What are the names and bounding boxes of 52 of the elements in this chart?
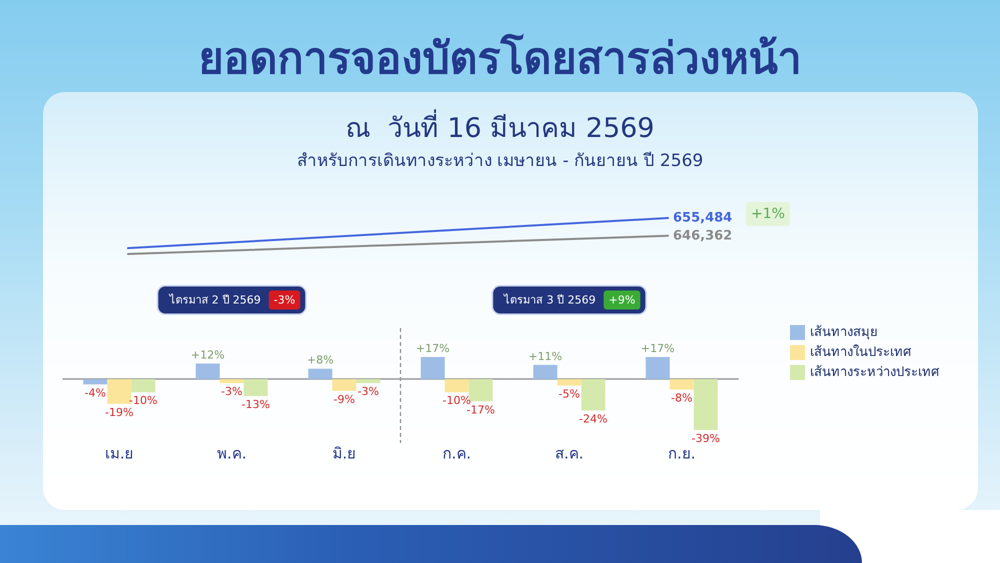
legend-label: เส้นทางสมุย xyxy=(810,325,878,340)
data-label: -9% xyxy=(334,392,355,406)
bar xyxy=(356,379,380,384)
text: +9% xyxy=(608,294,636,306)
x-tick-label: ก.ค. xyxy=(442,444,472,462)
x-tick-label: เม.ย xyxy=(104,444,134,462)
data-label: 646,362 xyxy=(673,228,732,244)
bar xyxy=(420,357,445,380)
annotation: +1% xyxy=(751,206,785,222)
bar xyxy=(694,379,718,430)
data-label: +17% xyxy=(640,342,675,355)
data-label: 655,484 xyxy=(673,210,732,226)
bar xyxy=(670,379,694,390)
data-label: -10% xyxy=(129,394,158,408)
data-label: -5% xyxy=(558,388,580,401)
text: ไตรมาส 2 ปี 2569 xyxy=(168,294,261,306)
legend-label: เส้นทางในประเทศ xyxy=(810,344,912,360)
bar xyxy=(533,364,558,380)
bar xyxy=(308,368,332,380)
bar xyxy=(581,379,606,410)
data-label: -3% xyxy=(358,385,379,398)
chart-subtitle: ณ วันที่ 16 มีนาคม 2569 สำหรับการเดินทางระหว่าง เมษายน - กันยายน ปี 2569 xyxy=(296,108,704,173)
legend-label: เส้นทางระหว่างประเทศ xyxy=(810,365,940,380)
bar xyxy=(107,379,132,404)
x-tick-label: มิ.ย xyxy=(332,444,356,462)
data-label: -13% xyxy=(242,398,270,412)
data-label: -4% xyxy=(84,386,106,400)
chart-title: ยอดการจองบัตรโดยสารล่วงหน้า xyxy=(198,32,802,86)
text: -3% xyxy=(274,294,296,306)
bar xyxy=(468,379,493,402)
data-label: -19% xyxy=(105,406,134,419)
bar xyxy=(646,357,670,380)
data-label: +11% xyxy=(528,350,562,363)
text: ไตรมาส 3 ปี 2569 xyxy=(503,294,596,306)
x-tick-label: พ.ค. xyxy=(216,444,247,462)
data-label: +17% xyxy=(416,342,450,355)
bar xyxy=(332,379,356,391)
bar xyxy=(83,379,108,384)
bar xyxy=(557,379,582,386)
data-label: -8% xyxy=(671,392,692,405)
x-tick-label: ก.ย. xyxy=(668,444,696,462)
bar xyxy=(444,379,469,392)
bar xyxy=(244,379,268,396)
data-label: -3% xyxy=(221,385,242,398)
data-label: -24% xyxy=(579,412,608,426)
bar xyxy=(131,379,156,392)
bar xyxy=(196,364,220,380)
bar xyxy=(220,379,244,384)
x-tick-label: ส.ค. xyxy=(554,444,584,462)
data-label: +8% xyxy=(306,354,334,367)
data-label: -39% xyxy=(692,432,720,445)
data-label: +12% xyxy=(190,348,225,362)
